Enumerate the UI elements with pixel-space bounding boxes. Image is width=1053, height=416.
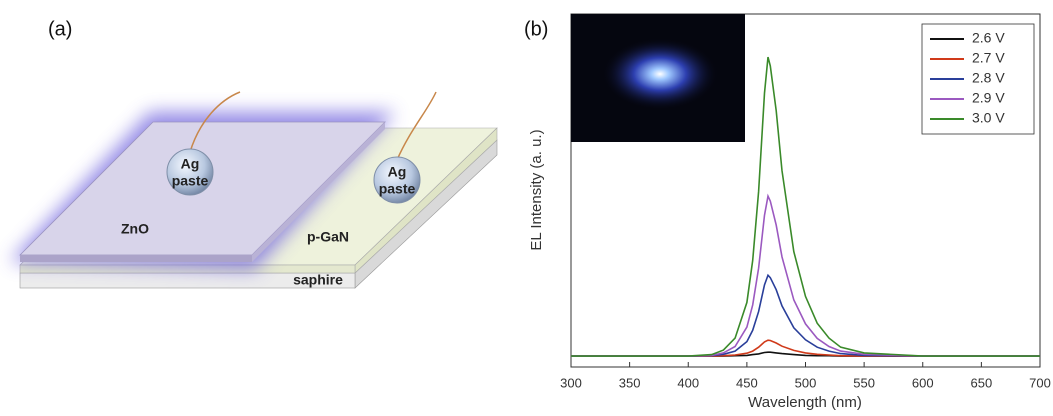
x-tick-label: 300 [560,375,582,390]
legend-label: 2.9 V [972,90,1005,106]
layer-label: p-GaN [307,229,349,245]
layer-label: ZnO [121,221,149,237]
x-tick-label: 700 [1029,375,1051,390]
ag-contact [373,156,421,204]
panel-label: (a) [48,18,72,40]
legend-label: 2.7 V [972,50,1005,66]
contact-label: paste [379,181,416,197]
x-tick-label: 350 [619,375,641,390]
x-tick-label: 400 [677,375,699,390]
series-line [571,273,1040,357]
zno-side [252,122,385,262]
legend-label: 3.0 V [972,110,1005,126]
legend-label: 2.8 V [972,70,1005,86]
series-line [571,193,1040,357]
wire [396,91,437,161]
inset-glow [602,38,718,110]
y-axis-label: EL Intensity (a. u.) [528,129,545,250]
series-line [571,56,1040,357]
x-tick-label: 500 [795,375,817,390]
x-tick-label: 600 [912,375,934,390]
x-tick-label: 550 [853,375,875,390]
contact-label: Ag [388,164,407,180]
x-tick-label: 650 [971,375,993,390]
ag-contact [166,148,214,196]
series-line [571,339,1040,357]
x-tick-label: 450 [736,375,758,390]
device-diagram: (a) Ag paste Ag paste ZnO p-GaN saphire [10,18,498,289]
panel-label: (b) [524,18,548,40]
layer-label: saphire [293,272,343,288]
contact-label: Ag [181,156,200,172]
legend-label: 2.6 V [972,30,1005,46]
wire [189,91,241,153]
x-axis-label: Wavelength (nm) [748,394,862,411]
contact-label: paste [172,173,209,189]
chart: (b) Wavelength (nm) EL Intensity (a. u.)… [524,13,1051,411]
zno-front [20,255,252,262]
legend: 2.6 V 2.7 V 2.8 V 2.9 V 3.0 V [921,23,1035,135]
